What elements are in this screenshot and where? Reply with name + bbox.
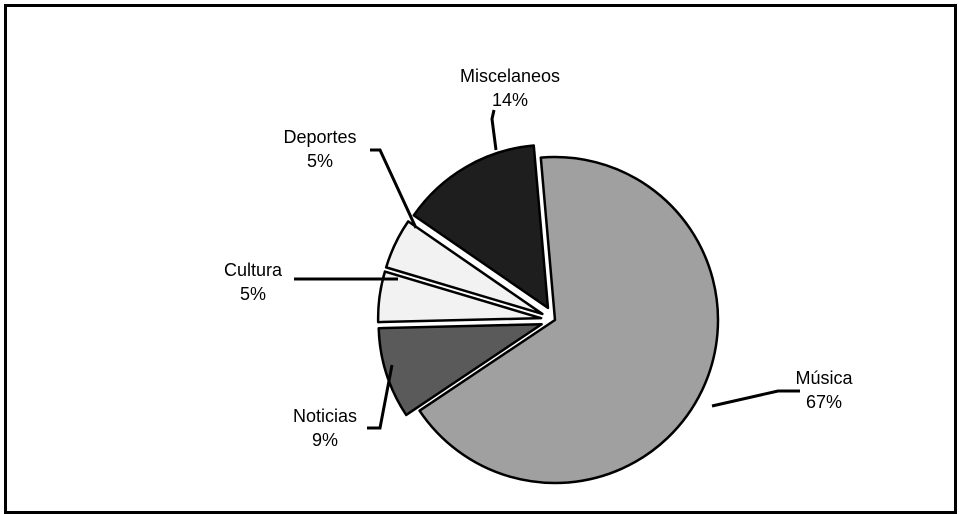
pie-slice-musica — [418, 155, 720, 485]
slice-label-musica: Música — [795, 368, 853, 388]
slice-percent-cultura: 5% — [240, 284, 266, 304]
pie-slice-cultura — [376, 270, 543, 324]
slice-label-miscelaneos: Miscelaneos — [460, 66, 560, 86]
pie-slice-miscelaneos — [412, 144, 550, 310]
leader-lines — [294, 109, 800, 430]
leader-line-musica — [711, 389, 800, 408]
pie-slice-noticias — [377, 322, 543, 417]
slice-label-noticias: Noticias — [293, 406, 357, 426]
leader-line-miscelaneos — [490, 109, 498, 151]
slice-percent-deportes: 5% — [307, 151, 333, 171]
leader-line-deportes — [370, 148, 418, 229]
slice-percent-noticias: 9% — [312, 430, 338, 450]
slice-labels: Música 67% Noticias 9% Cultura 5% Deportes 5% Mi… — [224, 66, 854, 450]
leader-line-noticias — [367, 364, 394, 430]
pie-slices — [376, 144, 720, 485]
pie-slice-deportes — [384, 220, 544, 316]
slice-label-deportes: Deportes — [283, 127, 356, 147]
slice-percent-musica: 67% — [806, 392, 842, 412]
slice-percent-miscelaneos: 14% — [492, 90, 528, 110]
slice-label-cultura: Cultura — [224, 260, 283, 280]
